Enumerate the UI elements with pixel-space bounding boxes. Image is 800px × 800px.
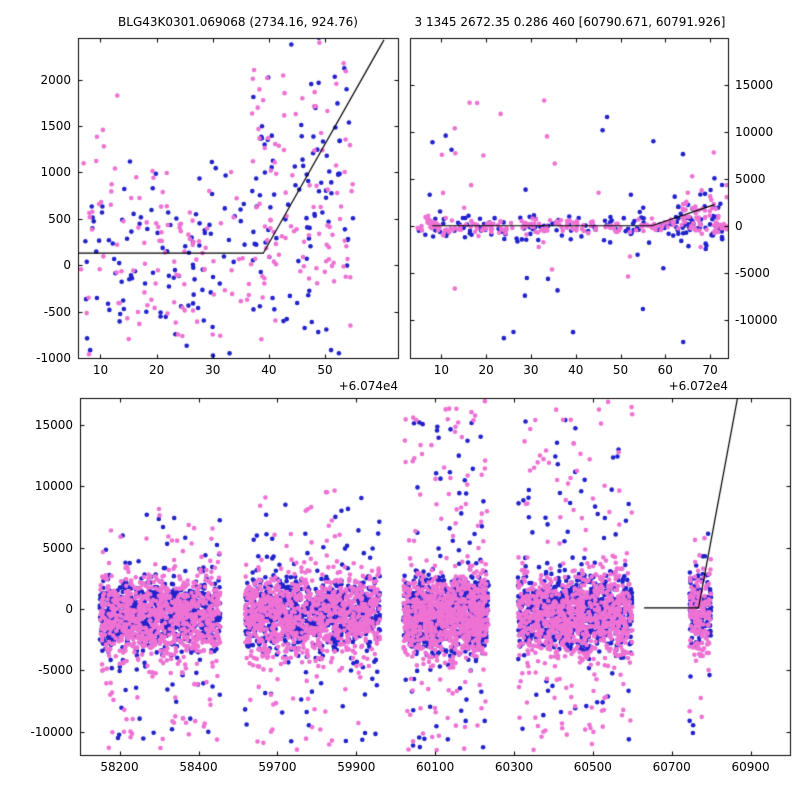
x-tick-label: 60700: [652, 760, 691, 774]
x-tick-label: 58200: [100, 760, 139, 774]
y-tick-label: -5000: [735, 266, 770, 281]
x-tick-label: 60900: [731, 760, 770, 774]
y-tick-label: -10000: [735, 313, 778, 328]
x-tick-label: 50: [317, 363, 333, 377]
x-tick-label: 60100: [416, 760, 455, 774]
x-axis-offset-label: +6.074e4: [338, 379, 398, 393]
y-tick-label: 15000: [735, 78, 774, 93]
x-tick-label: 60300: [494, 760, 534, 774]
x-tick-label: 20: [148, 363, 165, 377]
y-tick-label: 15000: [34, 417, 73, 432]
x-tick-label: 30: [205, 363, 221, 377]
x-tick-label: 20: [478, 363, 494, 377]
y-tick-label: 1000: [40, 165, 71, 180]
y-tick-label: 0: [63, 258, 71, 273]
y-tick-label: 5000: [735, 172, 766, 187]
y-tick-label: 10000: [34, 479, 73, 494]
y-tick-label: 0: [65, 602, 73, 616]
y-tick-label: 2000: [40, 72, 71, 87]
x-tick-label: 40: [568, 363, 584, 377]
x-tick-label: 40: [261, 363, 277, 377]
x-tick-label: 60: [657, 363, 673, 377]
x-tick-label: 30: [523, 363, 539, 377]
x-tick-label: 10: [92, 363, 109, 377]
y-tick-label: -500: [43, 304, 71, 319]
x-tick-label: 59700: [258, 760, 297, 774]
y-tick-label: -1000: [36, 351, 71, 365]
x-tick-label: 59900: [337, 760, 376, 774]
x-tick-label: 10: [433, 363, 449, 377]
y-tick-label: 1500: [40, 119, 71, 134]
x-axis-offset-label: +6.072e4: [668, 379, 728, 393]
y-tick-label: -10000: [30, 724, 73, 739]
x-tick-label: 60500: [573, 760, 612, 774]
panel-title-left: BLG43K0301.069068 (2734.16, 924.76): [118, 15, 358, 29]
y-tick-label: 0: [735, 219, 743, 234]
y-tick-label: 10000: [735, 125, 774, 140]
x-tick-label: 50: [612, 363, 629, 377]
y-tick-label: 5000: [42, 540, 73, 555]
x-tick-label: 58400: [179, 760, 218, 774]
panel-title-right: 3 1345 2672.35 0.286 460 [60790.671, 607…: [414, 15, 726, 29]
y-tick-label: 500: [48, 211, 71, 226]
x-tick-label: 70: [702, 363, 718, 377]
y-tick-label: -5000: [38, 663, 73, 678]
